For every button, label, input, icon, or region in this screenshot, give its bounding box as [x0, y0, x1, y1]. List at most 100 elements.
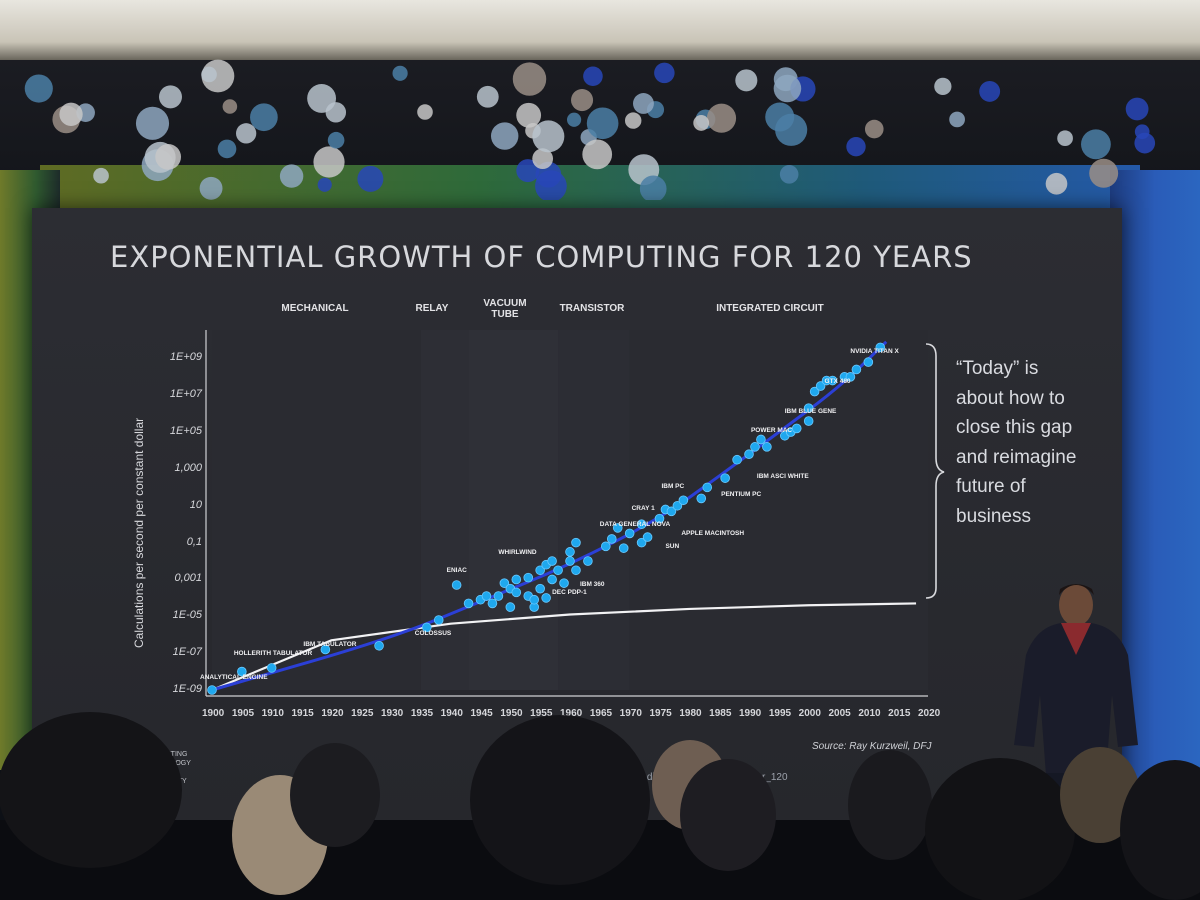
point-label: ENIAC [446, 567, 467, 575]
point-label: DATA GENERAL NOVA [599, 521, 671, 529]
glass-ornament [59, 102, 83, 126]
chart-source: Source: Ray Kurzweil, DFJ [812, 741, 932, 752]
x-tick-label: 1940 [440, 708, 463, 719]
x-tick-label: 1955 [530, 708, 553, 719]
glass-ornament [535, 170, 567, 200]
data-point [732, 454, 742, 465]
glass-ornament [357, 165, 384, 192]
glass-ornament [1134, 132, 1156, 154]
point-label: CRAY 1 [631, 505, 655, 512]
data-point [565, 556, 575, 566]
x-tick-label: 1960 [560, 708, 583, 719]
data-point [845, 372, 856, 382]
glass-ornament [582, 139, 613, 170]
data-point [547, 556, 557, 566]
data-point [493, 591, 504, 601]
data-point [600, 541, 611, 552]
point-label: HOLLERITH TABULATOR [233, 650, 313, 658]
data-point [463, 598, 474, 609]
point-label: COLOSSUS [414, 629, 452, 637]
x-tick-label: 1975 [649, 708, 672, 719]
glass-ornament [779, 165, 799, 184]
data-point [451, 580, 462, 590]
point-label: APPLE MACINTOSH [681, 530, 745, 538]
era-band [468, 330, 559, 690]
data-point [559, 578, 569, 588]
data-point [547, 574, 557, 585]
y-tick-label: 1E+05 [169, 425, 202, 438]
data-point [851, 364, 862, 375]
data-point [266, 663, 277, 673]
data-point [320, 644, 331, 655]
x-tick-label: 1990 [739, 708, 762, 719]
y-tick-label: 1,000 [174, 461, 202, 474]
point-label: ANALYTICAL ENGINE [200, 674, 268, 681]
glass-ornament [222, 99, 238, 114]
glass-ornament [516, 159, 540, 183]
y-tick-label: 1E+07 [169, 388, 202, 401]
glass-ornament [325, 102, 347, 123]
data-point [809, 386, 820, 397]
glass-ornament [949, 111, 965, 128]
era-label-vacuum-tube: VACUUM TUBE [483, 298, 527, 320]
x-tick-label: 1980 [679, 708, 702, 719]
glass-ornament [490, 122, 519, 150]
data-point [875, 342, 886, 353]
era-label-transistor: TRANSISTOR [559, 303, 625, 314]
data-point [791, 423, 802, 434]
glass-ornament [773, 74, 802, 103]
glass-ornament [654, 62, 675, 84]
glass-ornament [93, 167, 109, 184]
x-tick-label: 1925 [351, 708, 374, 719]
point-label: SUN [665, 542, 680, 550]
data-point [421, 622, 432, 633]
era-label-relay: RELAY [415, 303, 449, 314]
glass-ornament [934, 77, 952, 96]
data-point [583, 556, 593, 566]
point-label: NVIDIA TITAN X [850, 348, 899, 356]
glass-ornament [1125, 97, 1149, 121]
glass-ornament [639, 175, 667, 200]
data-point [571, 565, 581, 576]
glass-ornament [624, 112, 642, 129]
glass-ornament [199, 176, 223, 200]
glass-ornament [417, 104, 433, 120]
x-tick-label: 1950 [500, 708, 523, 719]
data-point [541, 593, 551, 603]
data-point [666, 506, 677, 517]
glass-ornament [476, 85, 499, 108]
era-band [558, 330, 630, 690]
glass-ornament [1081, 129, 1111, 160]
x-tick-label: 1945 [470, 708, 493, 719]
glass-ornament [158, 85, 182, 109]
x-tick-label: 2005 [828, 708, 851, 719]
glass-ornament [135, 106, 170, 140]
data-point [863, 357, 874, 367]
ceiling [0, 0, 1200, 60]
glass-ornament [566, 112, 582, 127]
x-tick-label: 1900 [202, 708, 225, 719]
glass-ornament [392, 65, 408, 81]
y-tick-label: 1E-07 [172, 646, 202, 659]
glass-ornament [201, 66, 217, 83]
point-label: DEC PDP-1 [552, 588, 587, 596]
point-label: PENTIUM PC [721, 491, 762, 499]
glass-ornament [313, 146, 345, 178]
x-tick-label: 1935 [410, 708, 434, 719]
point-label: POWER MAC [750, 427, 793, 435]
point-label: IBM TABULATOR [303, 641, 357, 649]
glass-ornament [633, 93, 654, 114]
audience-silhouettes [0, 712, 1200, 900]
point-label: IBM BLUE GENE [784, 407, 837, 415]
data-point [487, 598, 498, 609]
data-point [207, 685, 217, 695]
x-tick-label: 2020 [918, 708, 941, 719]
y-tick-label: 1E-09 [172, 683, 202, 695]
point-label: IBM ASCI WHITE [756, 472, 809, 480]
glass-ornament [586, 107, 619, 140]
data-point [535, 583, 545, 594]
glass-ornament [279, 164, 304, 188]
slide-title: EXPONENTIAL GROWTH OF COMPUTING FOR 120 … [110, 240, 973, 274]
x-tick-label: 1995 [768, 708, 792, 719]
